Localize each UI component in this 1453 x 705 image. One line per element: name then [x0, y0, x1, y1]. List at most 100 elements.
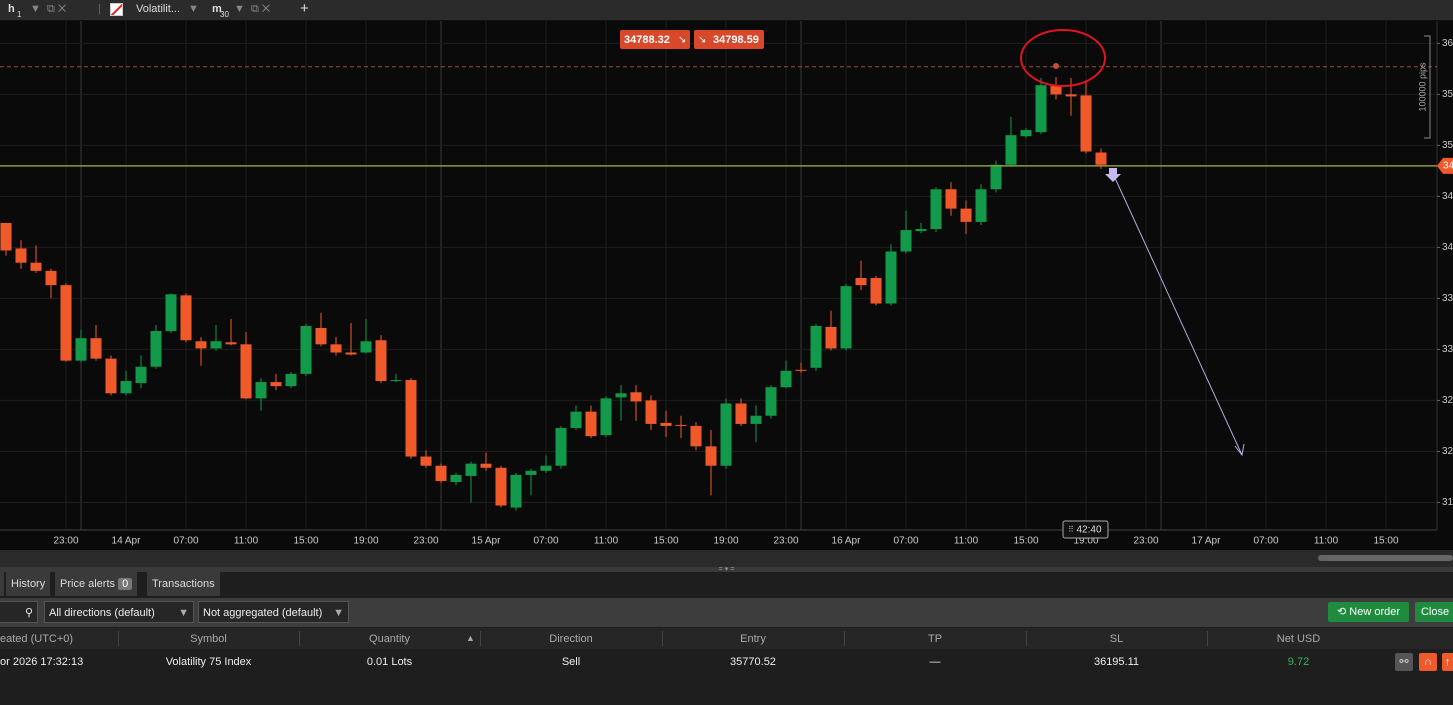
column-divider [844, 631, 845, 646]
candle-body [15, 248, 27, 263]
panel-tab[interactable]: History [6, 572, 51, 596]
trend-arrow-head [1234, 443, 1245, 457]
direction-filter[interactable]: All directions (default) ▼ [44, 601, 194, 623]
magnet-icon[interactable]: ∩ [1419, 653, 1437, 671]
candle-body [90, 338, 102, 359]
new-order-button[interactable]: ⟲ New order [1328, 602, 1409, 622]
candle-body [45, 270, 57, 286]
candle-body [150, 331, 162, 367]
tab-label: Price alerts [60, 578, 116, 590]
y-tick-label: 35 [1442, 140, 1453, 151]
y-tick-label: 31 [1442, 497, 1453, 508]
candle-body [1080, 95, 1092, 152]
column-header: Entry [740, 633, 766, 645]
dropdown[interactable]: ▼ ⧉ ✕ [30, 3, 67, 15]
add-tab[interactable]: + [300, 0, 309, 17]
x-tick-label: 15 Apr [472, 536, 502, 547]
candle-body [675, 424, 687, 426]
column-header: SL [1109, 633, 1124, 645]
table-cell: Sell [561, 656, 581, 668]
panel-tab[interactable]: Price alerts 0 [55, 572, 138, 596]
candle-body [210, 341, 222, 349]
candle-body [465, 463, 477, 476]
timer-box [1062, 520, 1109, 539]
search-box[interactable]: ⚲ [0, 601, 38, 623]
bid-arrow: ↘ [678, 35, 686, 46]
dropdown[interactable]: ▼ ⧉ ✕ [234, 3, 271, 15]
tab[interactable]: m [212, 3, 222, 15]
column-divider [1026, 631, 1027, 646]
column-header: Net USD [1276, 633, 1321, 645]
x-tick-label: 19:00 [353, 536, 378, 547]
candle-body [570, 411, 582, 428]
candle-body [390, 380, 402, 382]
x-tick-label: 16 Apr [832, 536, 862, 547]
table-cell: 0.01 Lots [366, 656, 413, 668]
candle-body [480, 463, 492, 468]
table-cell: 9.72 [1287, 656, 1310, 668]
trend-arrow [1114, 177, 1243, 456]
candle-body [1005, 135, 1017, 165]
tab-sub: 1 [17, 10, 22, 19]
x-tick-label: 11:00 [594, 536, 619, 547]
chart: 23:00 14 Apr 07:00 11:00 15:00 19:00 23:00 15 A… [0, 20, 1453, 550]
candle-body [750, 415, 762, 424]
candle-body [720, 403, 732, 466]
candle-body [180, 295, 192, 341]
column-header: TP [927, 633, 943, 645]
panel-tab[interactable] [0, 572, 4, 596]
candle-body [555, 427, 567, 466]
ask-arrow: ↘ [698, 35, 706, 46]
candle-body [885, 251, 897, 304]
candle-body [345, 352, 357, 355]
close-button[interactable]: Close [1415, 602, 1453, 622]
candle-body [135, 366, 147, 384]
x-tick-label: 23:00 [53, 536, 78, 547]
sort-arrow[interactable]: ▲ [466, 633, 475, 643]
candle-body [75, 338, 87, 361]
column-divider [662, 631, 663, 646]
price-tag [1437, 157, 1453, 174]
candle-body [195, 341, 207, 349]
ask-box [694, 30, 764, 49]
candle-body [30, 262, 42, 271]
candle-body [600, 398, 612, 436]
candle-body [735, 403, 747, 424]
column-header: eated (UTC+0) [0, 633, 74, 645]
bid-label: 34788.32 [624, 34, 670, 46]
table-cell: or 2026 17:32:13 [0, 656, 84, 668]
x-tick-label: 15:00 [1013, 536, 1038, 547]
candle-body [450, 474, 462, 483]
action-icon[interactable]: ↑ [1442, 653, 1453, 671]
x-tick-label: 11:00 [954, 536, 979, 547]
timer-grip: ⠿ [1068, 525, 1074, 534]
tab[interactable]: Volatilit... [136, 3, 181, 15]
candle-body [510, 474, 522, 508]
x-tick-label: 07:00 [893, 536, 918, 547]
x-tick-label: 11:00 [1314, 536, 1339, 547]
x-tick-label: 11:00 [234, 536, 259, 547]
dropdown[interactable]: ▼ [188, 3, 199, 15]
x-tick-label: 23:00 [773, 536, 798, 547]
column-divider [299, 631, 300, 646]
tab[interactable]: h [8, 3, 15, 15]
scale-bracket [1424, 35, 1431, 139]
share-icon[interactable]: ⚯ [1395, 653, 1413, 671]
candle-body [405, 380, 417, 457]
candle-body [360, 341, 372, 353]
x-tick-label: 15:00 [293, 536, 318, 547]
candle-body [690, 425, 702, 447]
ask-label: 34798.59 [713, 34, 759, 46]
column-header: Direction [549, 633, 593, 645]
panel-tab[interactable]: Transactions [147, 572, 220, 596]
x-tick-label: 17 Apr [1192, 536, 1222, 547]
scale-label: 100000 pips [1417, 62, 1427, 112]
y-tick-label: 36 [1442, 38, 1453, 49]
aggregation-filter[interactable]: Not aggregated (default) ▼ [198, 601, 349, 623]
symbol-icon [110, 3, 123, 16]
tab-sub: 30 [220, 10, 229, 19]
candle-body [855, 278, 867, 286]
splitter[interactable]: = ▾ = [0, 566, 1453, 573]
x-tick-label: 14 Apr [112, 536, 142, 547]
scroll-thumb[interactable] [1318, 555, 1453, 561]
